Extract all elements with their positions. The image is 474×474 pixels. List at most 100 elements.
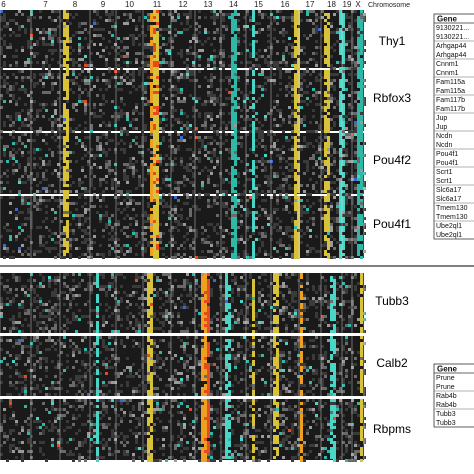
heatmap-cell xyxy=(315,16,318,19)
heatmap-cell xyxy=(360,235,363,238)
heatmap-cell xyxy=(42,28,45,31)
heatmap-cell xyxy=(330,300,333,303)
heatmap-cell xyxy=(18,226,21,229)
heatmap-cell xyxy=(45,76,48,79)
heatmap-cell xyxy=(324,214,327,217)
heatmap-cell xyxy=(27,211,30,214)
heatmap-cell xyxy=(336,61,339,64)
heatmap-cell xyxy=(351,139,354,142)
heatmap-cell xyxy=(78,214,81,217)
heatmap-cell xyxy=(99,124,102,127)
heatmap-cell xyxy=(291,175,294,178)
heatmap-cell xyxy=(66,46,69,49)
heatmap-cell xyxy=(135,106,138,109)
heatmap-cell xyxy=(144,46,147,49)
heatmap-cell xyxy=(66,175,69,178)
heatmap-cell xyxy=(339,190,342,193)
heatmap-cell xyxy=(45,309,48,312)
heatmap-cell xyxy=(213,103,216,106)
heatmap-cell xyxy=(102,97,105,100)
heatmap-cell xyxy=(246,208,249,211)
heatmap-cell xyxy=(249,297,252,300)
heatmap-cell xyxy=(333,318,336,321)
heatmap-cell xyxy=(276,327,279,330)
heatmap-cell xyxy=(252,199,255,202)
heatmap-cell xyxy=(336,202,339,205)
heatmap-cell xyxy=(168,52,171,55)
heatmap-cell xyxy=(237,253,240,256)
heatmap-cell xyxy=(105,133,108,136)
heatmap-cell xyxy=(63,16,66,19)
heatmap-cell xyxy=(90,127,93,130)
heatmap-cell xyxy=(183,28,186,31)
heatmap-cell xyxy=(264,208,267,211)
heatmap-cell xyxy=(66,109,69,112)
heatmap-cell xyxy=(54,327,57,330)
heatmap-cell xyxy=(111,181,114,184)
heatmap-cell xyxy=(288,184,291,187)
heatmap-cell xyxy=(75,61,78,64)
heatmap-cell xyxy=(153,58,156,61)
heatmap-cell xyxy=(231,178,234,181)
heatmap-cell xyxy=(210,136,213,139)
heatmap-cell xyxy=(285,64,288,67)
heatmap-cell xyxy=(171,124,174,127)
heatmap-cell xyxy=(84,211,87,214)
heatmap-cell xyxy=(297,124,300,127)
heatmap-cell xyxy=(342,121,345,124)
heatmap-cell xyxy=(228,315,231,318)
heatmap-cell xyxy=(312,52,315,55)
heatmap-cell xyxy=(168,330,171,333)
heatmap-cell xyxy=(210,97,213,100)
heatmap-cell xyxy=(201,273,204,276)
heatmap-cell xyxy=(333,181,336,184)
heatmap-cell xyxy=(156,58,159,61)
heatmap-cell xyxy=(345,58,348,61)
heatmap-cell xyxy=(231,148,234,151)
heatmap-cell xyxy=(153,217,156,220)
heatmap-cell xyxy=(33,178,36,181)
heatmap-cell xyxy=(171,285,174,288)
heatmap-cell xyxy=(252,202,255,205)
heatmap-cell xyxy=(171,166,174,169)
heatmap-cell xyxy=(78,73,81,76)
heatmap-cell xyxy=(201,43,204,46)
heatmap-cell xyxy=(360,16,363,19)
heatmap-cell xyxy=(63,127,66,130)
heatmap-cell xyxy=(90,61,93,64)
heatmap-cell xyxy=(258,73,261,76)
heatmap-cell xyxy=(150,199,153,202)
heatmap-cell xyxy=(12,73,15,76)
heatmap-cell xyxy=(264,232,267,235)
heatmap-cell xyxy=(48,67,51,70)
heatmap-cell xyxy=(153,115,156,118)
heatmap-cell xyxy=(153,232,156,235)
heatmap-cell xyxy=(360,49,363,52)
heatmap-cell xyxy=(33,279,36,282)
heatmap-cell xyxy=(297,315,300,318)
heatmap-cell xyxy=(144,232,147,235)
heatmap-cell xyxy=(0,19,3,22)
heatmap-cell xyxy=(9,19,12,22)
heatmap-cell xyxy=(234,13,237,16)
heatmap-cell xyxy=(333,282,336,285)
heatmap-cell xyxy=(0,312,3,315)
heatmap-cell xyxy=(132,79,135,82)
heatmap-cell xyxy=(360,306,363,309)
heatmap-cell xyxy=(300,297,303,300)
heatmap-cell xyxy=(180,73,183,76)
heatmap-cell xyxy=(36,61,39,64)
heatmap-cell xyxy=(339,43,342,46)
heatmap-cell xyxy=(144,324,147,327)
heatmap-cell xyxy=(345,324,348,327)
heatmap-cell xyxy=(33,16,36,19)
heatmap-cell xyxy=(303,52,306,55)
heatmap-cell xyxy=(297,85,300,88)
heatmap-cell xyxy=(234,100,237,103)
heatmap-cell xyxy=(51,88,54,91)
heatmap-cell xyxy=(9,64,12,67)
heatmap-cell xyxy=(21,142,24,145)
heatmap-cell xyxy=(318,318,321,321)
heatmap-cell xyxy=(78,294,81,297)
heatmap-cell xyxy=(252,73,255,76)
